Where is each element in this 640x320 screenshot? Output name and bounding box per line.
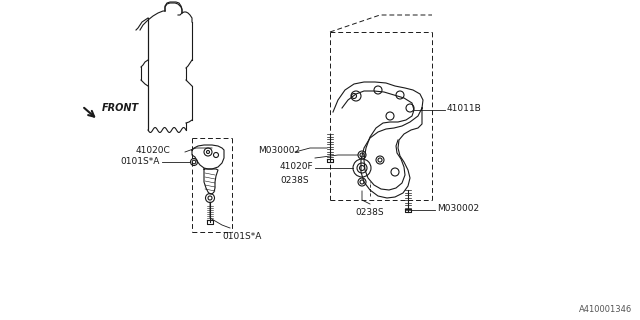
Text: M030002: M030002 — [258, 146, 300, 155]
Text: FRONT: FRONT — [102, 103, 139, 113]
Text: 41020F: 41020F — [280, 162, 314, 171]
Text: 0238S: 0238S — [355, 208, 383, 217]
Text: 0238S: 0238S — [280, 175, 308, 185]
Text: 0101S*A: 0101S*A — [222, 232, 261, 241]
Text: 0101S*A: 0101S*A — [120, 156, 159, 165]
Text: A410001346: A410001346 — [579, 305, 632, 314]
Text: 41020C: 41020C — [136, 146, 171, 155]
Text: 41011B: 41011B — [447, 103, 482, 113]
Text: M030002: M030002 — [437, 204, 479, 212]
